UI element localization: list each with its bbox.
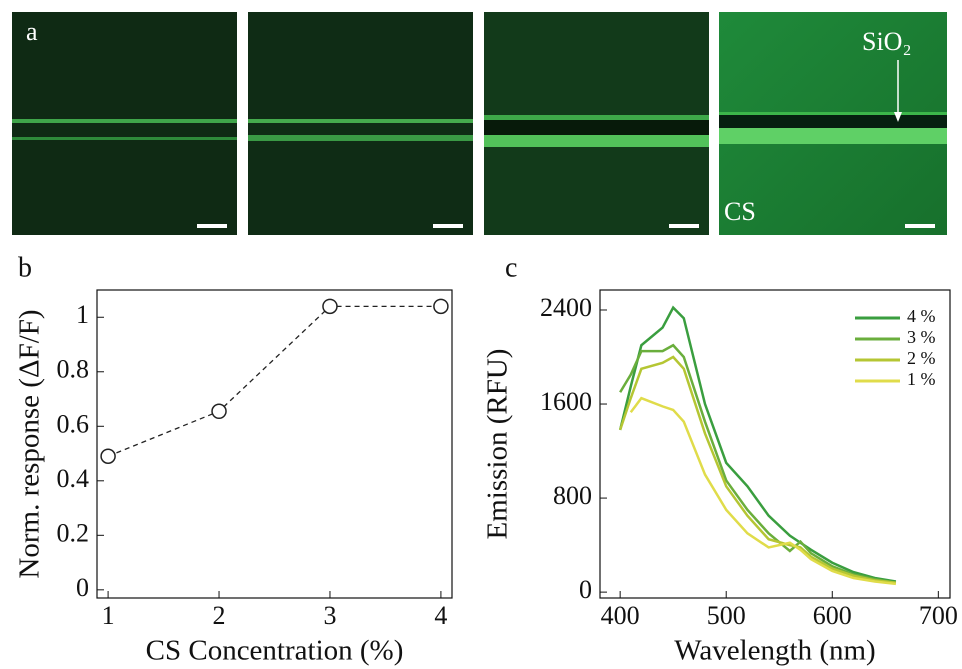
legend-label: 2 % [907, 348, 936, 368]
y-tick-label: 800 [553, 481, 592, 510]
annotation: CS [724, 197, 756, 226]
panel-label: c [505, 252, 517, 283]
data-line [618, 305, 897, 583]
micrograph [12, 12, 237, 235]
data-point [211, 403, 227, 420]
data-point [322, 298, 338, 315]
y-tick-label: 0 [579, 575, 592, 604]
data-point [433, 298, 449, 315]
legend-label: 1 % [907, 369, 936, 389]
micrograph [484, 12, 709, 235]
data-point [100, 448, 116, 465]
x-tick-label: 3 [323, 601, 336, 630]
x-axis-label: CS Concentration (%) [146, 635, 404, 667]
y-tick-label: 1 [76, 300, 89, 329]
y-tick-label: 0.6 [57, 409, 90, 438]
x-axis-label: Wavelength (nm) [674, 635, 875, 667]
data-line [629, 396, 897, 586]
panel-label: a [26, 17, 38, 46]
data-line [618, 355, 897, 584]
y-tick-label: 0.4 [57, 464, 90, 493]
y-tick-label: 0.8 [57, 355, 90, 384]
x-tick-label: 4 [434, 601, 447, 630]
micrograph [248, 12, 473, 235]
annotation: SiO₂ [862, 27, 912, 56]
x-tick-label: 2 [213, 601, 226, 630]
x-tick-label: 400 [601, 601, 640, 630]
axes-frame [96, 289, 453, 599]
legend-label: 4 % [907, 306, 936, 326]
y-tick-label: 2400 [540, 293, 592, 322]
y-tick-label: 0.2 [57, 518, 90, 547]
panel-label: b [18, 252, 32, 283]
legend-label: 3 % [907, 327, 936, 347]
data-line [107, 305, 441, 457]
x-tick-label: 600 [813, 601, 852, 630]
y-axis-label: Norm. response (ΔF/F) [14, 309, 46, 578]
y-tick-label: 1600 [540, 387, 592, 416]
x-tick-label: 1 [102, 601, 115, 630]
x-tick-label: 700 [919, 601, 958, 630]
y-axis-label: Emission (RFU) [482, 349, 514, 540]
micrograph [719, 12, 947, 235]
axes-frame [599, 289, 951, 599]
data-line [619, 343, 897, 584]
x-tick-label: 500 [707, 601, 746, 630]
y-tick-label: 0 [76, 573, 89, 602]
